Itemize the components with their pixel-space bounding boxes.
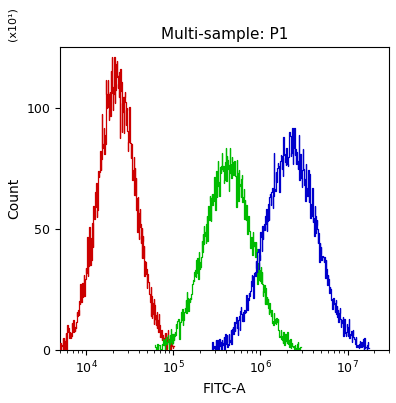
X-axis label: FITC-A: FITC-A [203, 382, 246, 396]
Y-axis label: Count: Count [7, 178, 21, 219]
Title: Multi-sample: P1: Multi-sample: P1 [161, 27, 288, 42]
Text: (x10¹): (x10¹) [8, 7, 17, 41]
